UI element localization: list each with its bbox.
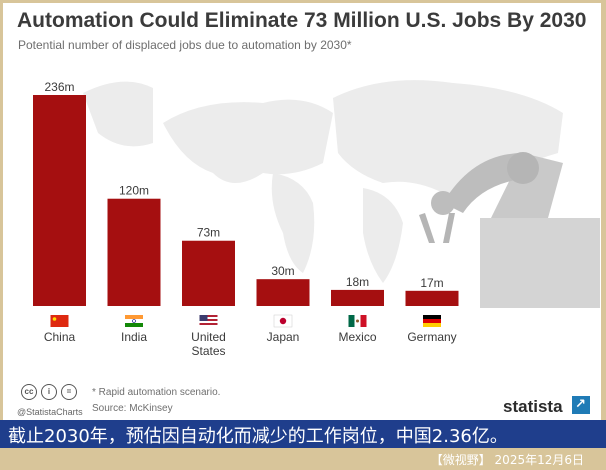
category-label: Japan bbox=[267, 330, 300, 344]
caption-text: 截止2030年，预估因自动化而减少的工作岗位，中国2.36亿。 bbox=[8, 426, 508, 447]
category-label: United bbox=[191, 330, 226, 344]
bar-india bbox=[107, 198, 161, 306]
bar-germany bbox=[405, 290, 459, 306]
india-flag-icon bbox=[125, 315, 143, 327]
china-flag-icon bbox=[50, 315, 69, 327]
bar-value-label: 17m bbox=[420, 276, 443, 290]
bar-value-label: 236m bbox=[44, 80, 74, 94]
bar-japan bbox=[256, 279, 310, 306]
bar-value-label: 30m bbox=[271, 264, 294, 278]
bar-value-label: 120m bbox=[119, 184, 149, 198]
cc-license-icon: cc bbox=[21, 384, 37, 400]
bar-mexico bbox=[331, 289, 384, 306]
category-label: Germany bbox=[407, 330, 456, 344]
footnote: * Rapid automation scenario. bbox=[92, 387, 221, 398]
statista-charts-credit: @StatistaCharts bbox=[17, 407, 83, 417]
category-label: States bbox=[191, 344, 225, 358]
category-label: China bbox=[44, 330, 76, 344]
bar-value-label: 73m bbox=[197, 226, 220, 240]
chart-subtitle: Potential number of displaced jobs due t… bbox=[18, 38, 352, 52]
category-label: Mexico bbox=[338, 330, 376, 344]
source-note: Source: McKinsey bbox=[92, 403, 173, 414]
robot-arm-graphic bbox=[419, 152, 600, 308]
attribution-icon: i bbox=[41, 384, 57, 400]
date-footer: 【微视野】 2025年12月6日 bbox=[0, 448, 606, 470]
infographic-card: 236m China 120m India 73m United States 30m Japa… bbox=[3, 3, 601, 465]
bar-value-label: 18m bbox=[346, 275, 369, 289]
japan-flag-icon bbox=[273, 314, 293, 328]
no-derivatives-icon: = bbox=[61, 384, 77, 400]
date-text: 【微视野】 2025年12月6日 bbox=[430, 453, 584, 467]
mexico-flag-icon bbox=[348, 315, 367, 327]
bar-united-states bbox=[182, 240, 235, 306]
usa-flag-icon bbox=[199, 315, 218, 327]
category-label: India bbox=[121, 330, 147, 344]
chart-title: Automation Could Eliminate 73 Million U.… bbox=[17, 9, 587, 32]
germany-flag-icon bbox=[423, 315, 441, 327]
statista-logo-icon: ↗ bbox=[572, 396, 590, 414]
caption-banner: 截止2030年，预估因自动化而减少的工作岗位，中国2.36亿。 bbox=[0, 420, 606, 448]
bar-china bbox=[33, 95, 86, 306]
statista-logo: statista bbox=[503, 397, 563, 416]
